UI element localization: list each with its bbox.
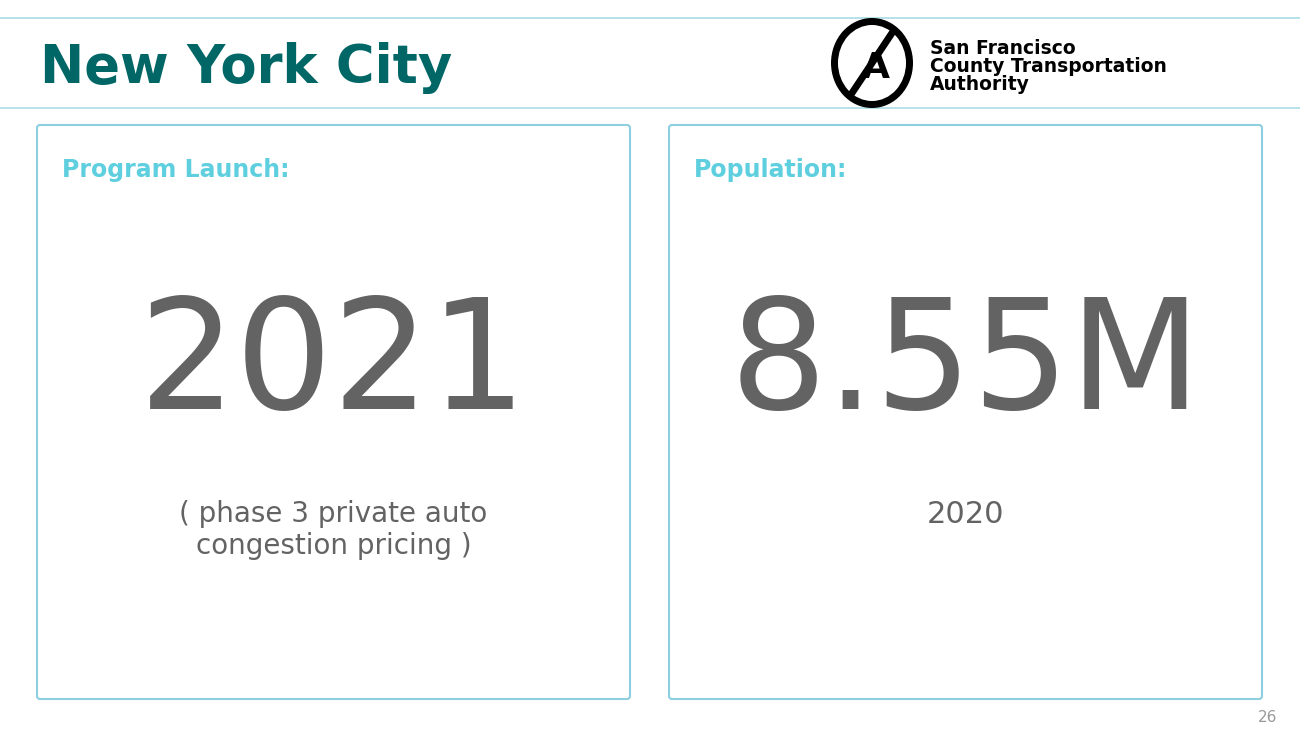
Text: New York City: New York City — [40, 42, 452, 94]
Text: ( phase 3 private auto: ( phase 3 private auto — [179, 500, 488, 529]
Text: Program Launch:: Program Launch: — [62, 158, 290, 182]
Text: Population:: Population: — [694, 158, 848, 182]
Ellipse shape — [838, 25, 906, 101]
Text: A: A — [862, 51, 891, 85]
Text: County Transportation: County Transportation — [930, 56, 1167, 75]
Text: San Francisco: San Francisco — [930, 39, 1075, 58]
Text: 8.55M: 8.55M — [729, 292, 1201, 441]
Ellipse shape — [831, 18, 913, 108]
FancyBboxPatch shape — [670, 125, 1262, 699]
Text: Authority: Authority — [930, 75, 1030, 94]
Text: congestion pricing ): congestion pricing ) — [196, 532, 472, 560]
Text: 26: 26 — [1258, 711, 1278, 725]
Text: 2020: 2020 — [927, 500, 1004, 529]
Text: 2021: 2021 — [139, 292, 528, 441]
FancyBboxPatch shape — [36, 125, 630, 699]
